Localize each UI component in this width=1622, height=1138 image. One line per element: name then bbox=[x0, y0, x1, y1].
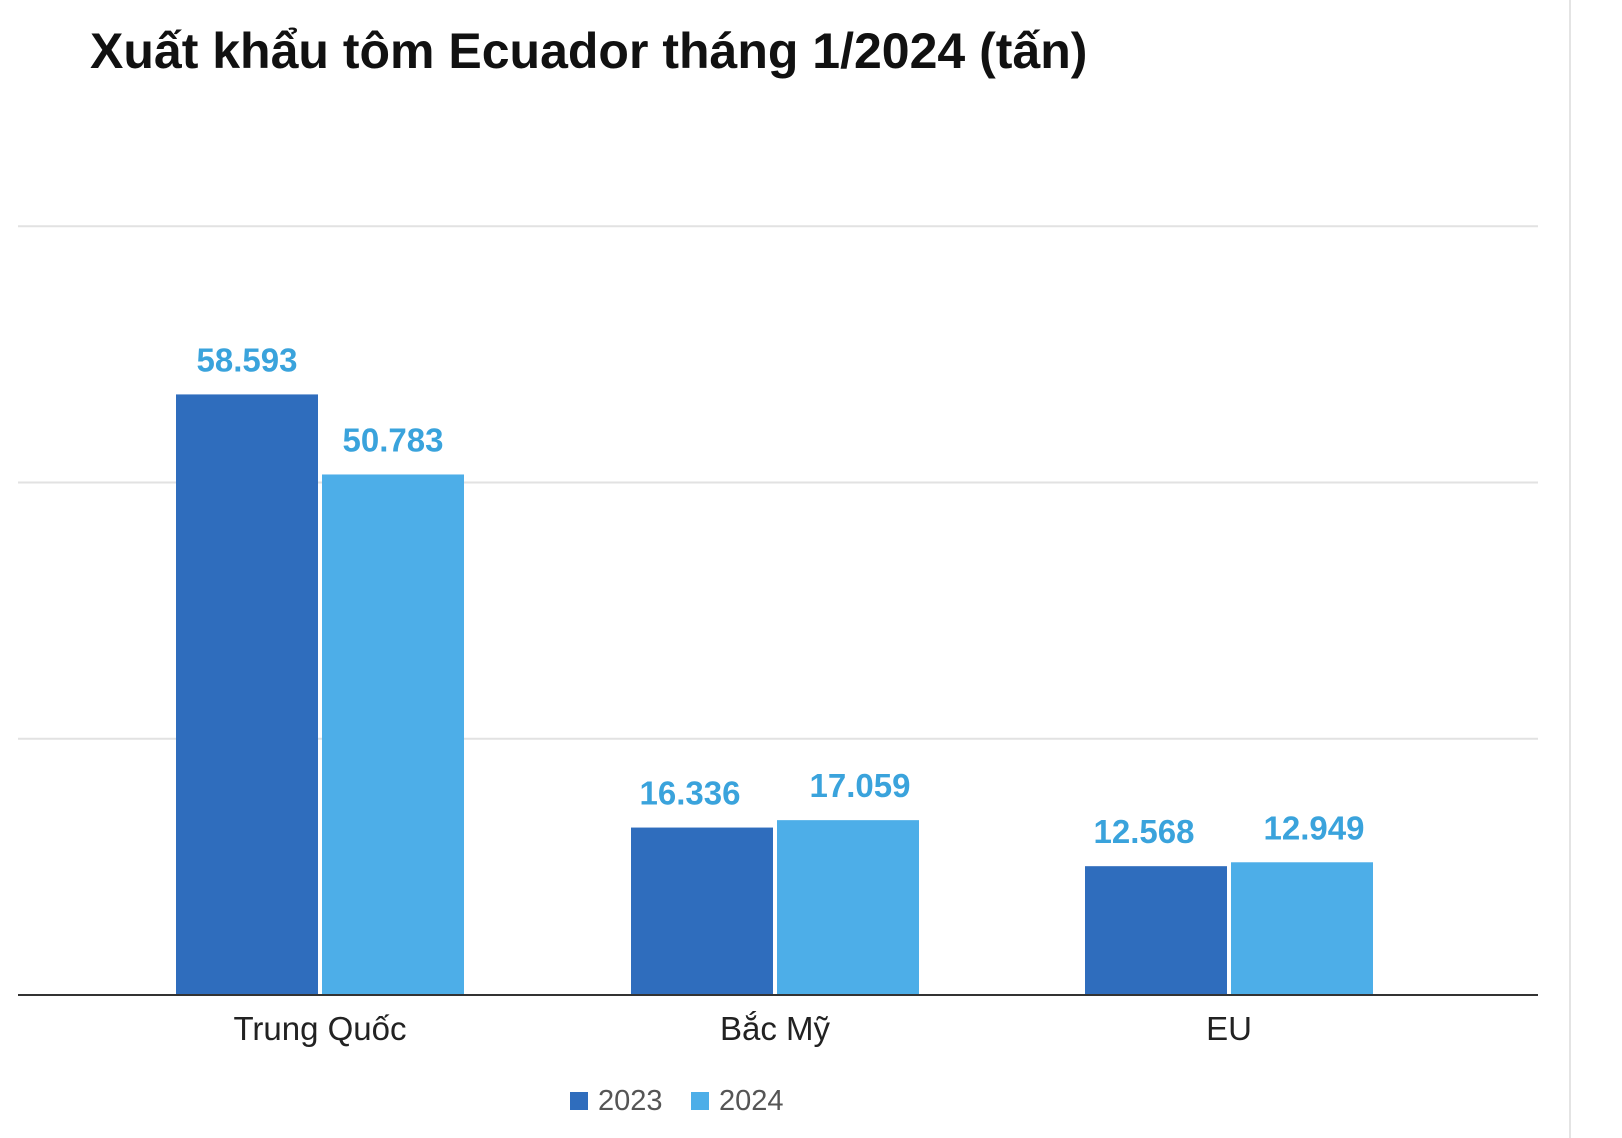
bar-2023 bbox=[176, 394, 318, 995]
chart-frame: Xuất khẩu tôm Ecuador tháng 1/2024 (tấn)… bbox=[18, 0, 1571, 1138]
bar-2024 bbox=[322, 474, 464, 995]
legend-label-2024: 2024 bbox=[719, 1085, 784, 1117]
data-label: 12.949 bbox=[1264, 809, 1365, 846]
category-label: Trung Quốc bbox=[233, 1010, 406, 1047]
bar-2024 bbox=[1231, 862, 1373, 995]
legend-swatch-2024 bbox=[691, 1092, 709, 1110]
category-label: EU bbox=[1206, 1010, 1252, 1047]
data-label: 58.593 bbox=[197, 341, 298, 378]
bar-2023 bbox=[1085, 866, 1227, 995]
data-label: 16.336 bbox=[640, 775, 741, 812]
data-label: 17.059 bbox=[810, 767, 911, 804]
data-label: 50.783 bbox=[343, 421, 444, 458]
legend-label-2023: 2023 bbox=[598, 1085, 663, 1117]
chart-title: Xuất khẩu tôm Ecuador tháng 1/2024 (tấn) bbox=[90, 23, 1088, 79]
bar-chart: 58.593 50.783 Trung Quốc 16.336 17.059 Bắc Mỹ… bbox=[18, 225, 1538, 1117]
legend-swatch-2023 bbox=[570, 1092, 588, 1110]
category-label: Bắc Mỹ bbox=[720, 1010, 831, 1047]
bar-2023 bbox=[631, 827, 773, 995]
data-label: 12.568 bbox=[1094, 813, 1195, 850]
bar-2024 bbox=[777, 820, 919, 995]
